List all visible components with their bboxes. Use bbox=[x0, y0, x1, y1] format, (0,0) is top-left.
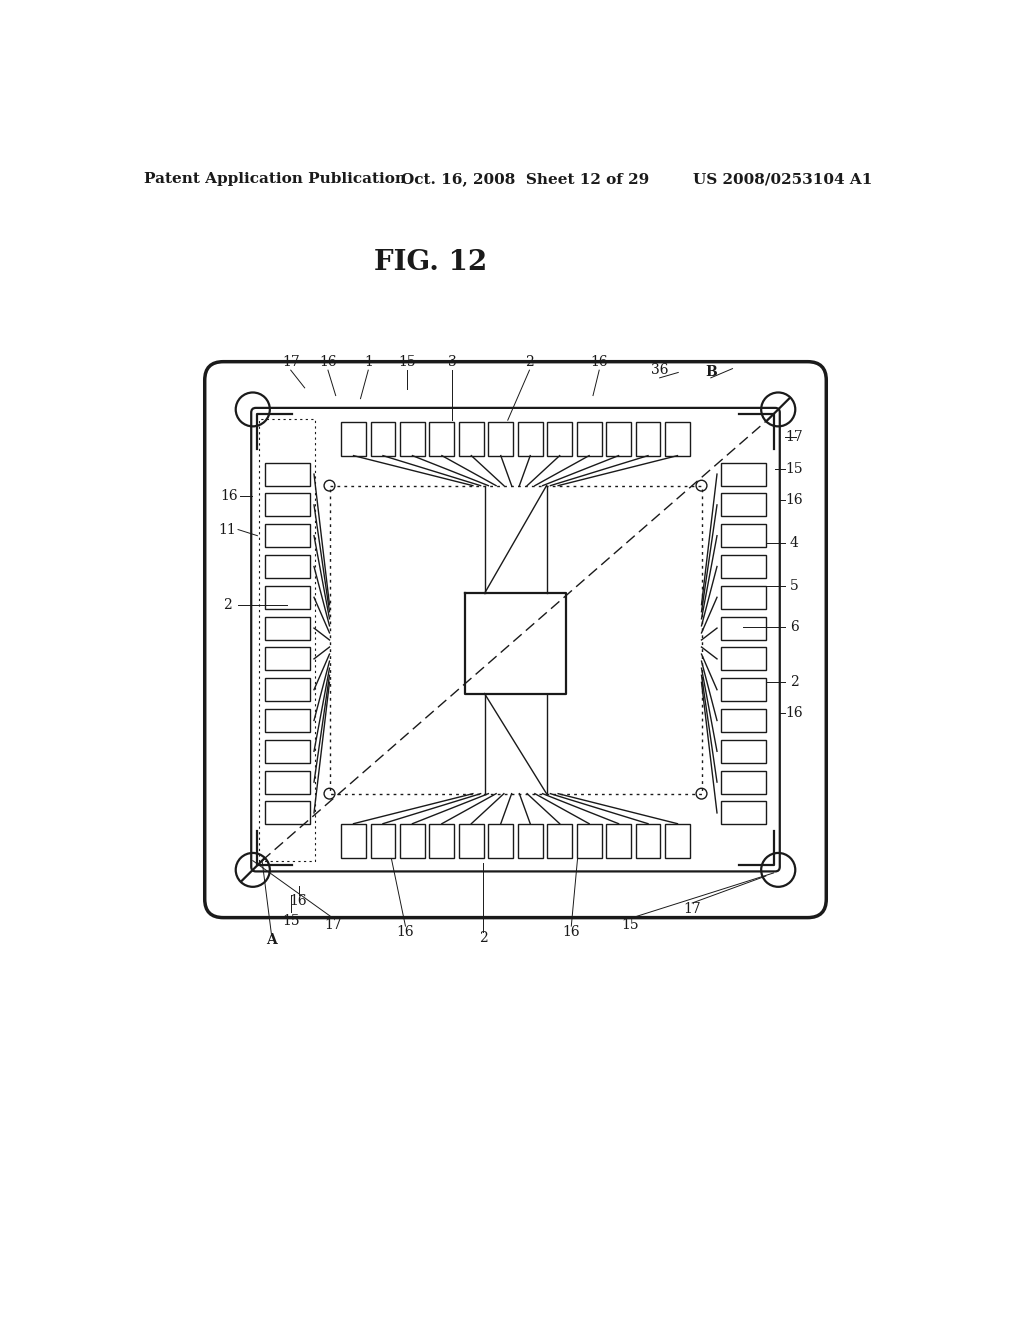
Bar bbox=[577, 824, 601, 858]
Text: 3: 3 bbox=[447, 355, 457, 370]
Bar bbox=[265, 801, 310, 825]
Bar bbox=[518, 824, 543, 858]
Text: Oct. 16, 2008  Sheet 12 of 29: Oct. 16, 2008 Sheet 12 of 29 bbox=[400, 172, 649, 186]
Bar bbox=[265, 494, 310, 516]
Bar bbox=[488, 422, 513, 455]
Text: 6: 6 bbox=[791, 619, 799, 634]
Bar bbox=[721, 771, 766, 793]
Text: 5: 5 bbox=[791, 578, 799, 593]
Bar bbox=[665, 824, 690, 858]
Bar bbox=[636, 422, 660, 455]
Text: 16: 16 bbox=[319, 355, 337, 370]
Text: 16: 16 bbox=[785, 706, 803, 719]
Bar bbox=[488, 824, 513, 858]
Text: FIG. 12: FIG. 12 bbox=[374, 249, 486, 276]
Text: 15: 15 bbox=[785, 462, 803, 477]
Bar bbox=[721, 616, 766, 640]
Bar bbox=[721, 554, 766, 578]
Bar bbox=[265, 524, 310, 548]
Text: 16: 16 bbox=[220, 488, 238, 503]
Bar bbox=[721, 739, 766, 763]
Text: 17: 17 bbox=[785, 430, 804, 444]
Bar bbox=[721, 586, 766, 609]
Text: 1: 1 bbox=[364, 355, 373, 370]
Bar bbox=[265, 616, 310, 640]
Bar bbox=[265, 462, 310, 486]
Bar bbox=[400, 824, 425, 858]
Bar bbox=[265, 586, 310, 609]
Bar bbox=[721, 462, 766, 486]
Text: 17: 17 bbox=[683, 902, 701, 916]
Bar bbox=[721, 647, 766, 671]
Text: 16: 16 bbox=[785, 494, 803, 507]
Text: US 2008/0253104 A1: US 2008/0253104 A1 bbox=[693, 172, 872, 186]
Bar bbox=[577, 422, 601, 455]
Bar bbox=[400, 422, 425, 455]
Bar bbox=[636, 824, 660, 858]
Bar bbox=[459, 824, 483, 858]
Bar bbox=[371, 422, 395, 455]
Text: B: B bbox=[705, 366, 717, 379]
Bar bbox=[371, 824, 395, 858]
Bar bbox=[265, 554, 310, 578]
Text: 2: 2 bbox=[525, 355, 534, 370]
Bar bbox=[606, 422, 631, 455]
Bar bbox=[265, 771, 310, 793]
Bar bbox=[665, 422, 690, 455]
Bar bbox=[341, 824, 366, 858]
Bar bbox=[606, 824, 631, 858]
Text: 16: 16 bbox=[591, 355, 608, 370]
Text: 4: 4 bbox=[791, 536, 799, 550]
Text: 2: 2 bbox=[478, 932, 487, 945]
Text: 17: 17 bbox=[325, 917, 342, 932]
Text: 15: 15 bbox=[282, 913, 300, 928]
Bar bbox=[429, 422, 455, 455]
Text: 15: 15 bbox=[622, 917, 639, 932]
Bar bbox=[721, 709, 766, 733]
Text: 15: 15 bbox=[398, 355, 416, 370]
Bar bbox=[721, 524, 766, 548]
Text: Patent Application Publication: Patent Application Publication bbox=[144, 172, 407, 186]
Bar bbox=[265, 678, 310, 701]
Bar bbox=[547, 422, 572, 455]
Bar bbox=[341, 422, 366, 455]
Bar bbox=[721, 678, 766, 701]
Bar bbox=[429, 824, 455, 858]
Text: 2: 2 bbox=[223, 598, 231, 612]
Text: 16: 16 bbox=[290, 895, 307, 908]
Bar bbox=[459, 422, 483, 455]
Text: 11: 11 bbox=[218, 523, 237, 536]
Text: 16: 16 bbox=[396, 925, 415, 940]
Bar bbox=[721, 801, 766, 825]
Text: 2: 2 bbox=[791, 675, 799, 689]
Text: A: A bbox=[266, 933, 276, 946]
Bar bbox=[265, 739, 310, 763]
Bar bbox=[547, 824, 572, 858]
Bar bbox=[518, 422, 543, 455]
Bar bbox=[721, 494, 766, 516]
Bar bbox=[265, 709, 310, 733]
Text: 17: 17 bbox=[282, 355, 300, 370]
Text: 16: 16 bbox=[562, 925, 581, 940]
Text: 36: 36 bbox=[651, 363, 669, 378]
Bar bbox=[265, 647, 310, 671]
